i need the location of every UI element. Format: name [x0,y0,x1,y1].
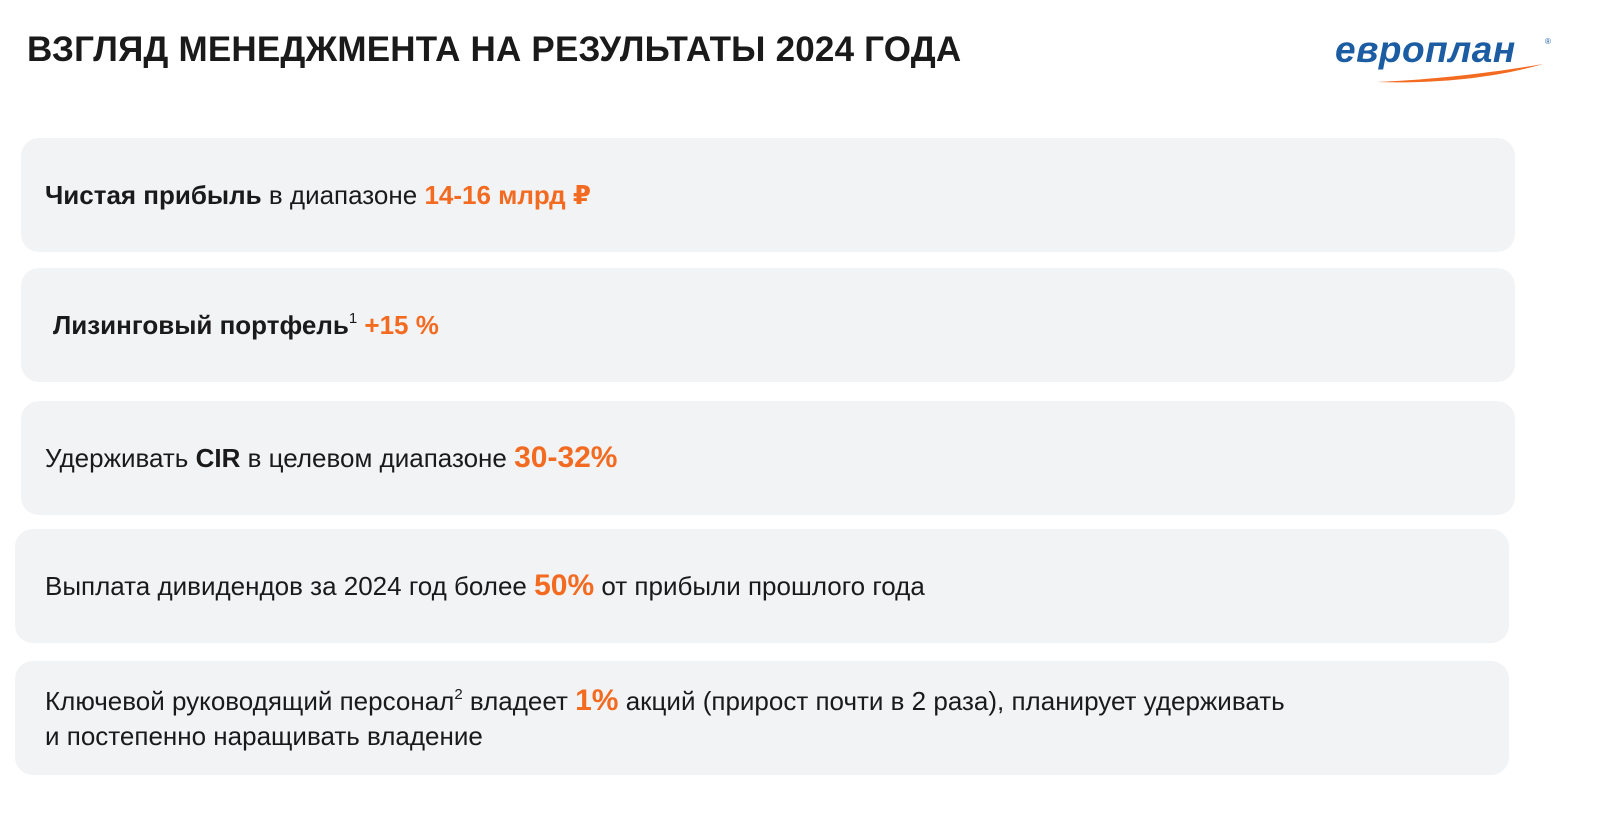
card-cir: Удерживать CIR в целевом диапазоне 30-32… [21,401,1515,515]
card-cir-text: Удерживать CIR в целевом диапазоне 30-32… [45,440,617,476]
logo-wordmark: европлан [1335,29,1516,70]
card-management-ownership: Ключевой руководящий персонал2 владеет 1… [15,661,1509,775]
card-leasing-portfolio: Лизинговый портфель1 +15 % [21,268,1515,382]
leasing-portfolio-label: Лизинговый портфель [53,309,349,340]
dividends-text-after: от прибыли прошлого года [594,571,925,601]
card-net-profit: Чистая прибыль в диапазоне 14-16 млрд ₽ [21,138,1515,252]
card-dividends: Выплата дивидендов за 2024 год более 50%… [15,529,1509,643]
net-profit-label: Чистая прибыль [45,179,262,210]
net-profit-text: в диапазоне [261,179,425,210]
cir-text-middle: в целевом диапазоне [240,443,515,473]
ownership-text-middle: владеет [462,685,576,716]
logo-registered-mark: ® [1545,37,1551,46]
card-dividends-text: Выплата дивидендов за 2024 год более 50%… [45,568,925,604]
dividends-text-before: Выплата дивидендов за 2024 год более [45,571,535,601]
card-leasing-portfolio-text: Лизинговый портфель1 +15 % [53,308,439,343]
ownership-text-line2: и постепенно наращивать владение [45,720,483,751]
cir-text-before: Удерживать [45,443,196,473]
ownership-text-before: Ключевой руководящий персонал [45,685,455,716]
leasing-portfolio-footnote: 1 [348,309,358,327]
dividends-value: 50% [534,569,595,602]
ownership-text-after: акций (прирост почти в 2 раза), планируе… [618,685,1285,716]
card-management-ownership-text: Ключевой руководящий персонал2 владеет 1… [45,683,1285,754]
leasing-portfolio-value: +15 % [364,309,439,340]
ownership-value: 1% [575,683,619,717]
cir-value: 30-32% [514,441,618,474]
company-logo: европлан ® [1335,28,1565,86]
net-profit-value: 14-16 млрд ₽ [424,179,591,210]
logo-swoosh-icon [1377,64,1543,83]
ownership-footnote: 2 [454,685,463,703]
card-net-profit-text: Чистая прибыль в диапазоне 14-16 млрд ₽ [45,178,591,213]
cir-label: CIR [195,443,241,473]
page-title: ВЗГЛЯД МЕНЕДЖМЕНТА НА РЕЗУЛЬТАТЫ 2024 ГО… [27,30,962,69]
